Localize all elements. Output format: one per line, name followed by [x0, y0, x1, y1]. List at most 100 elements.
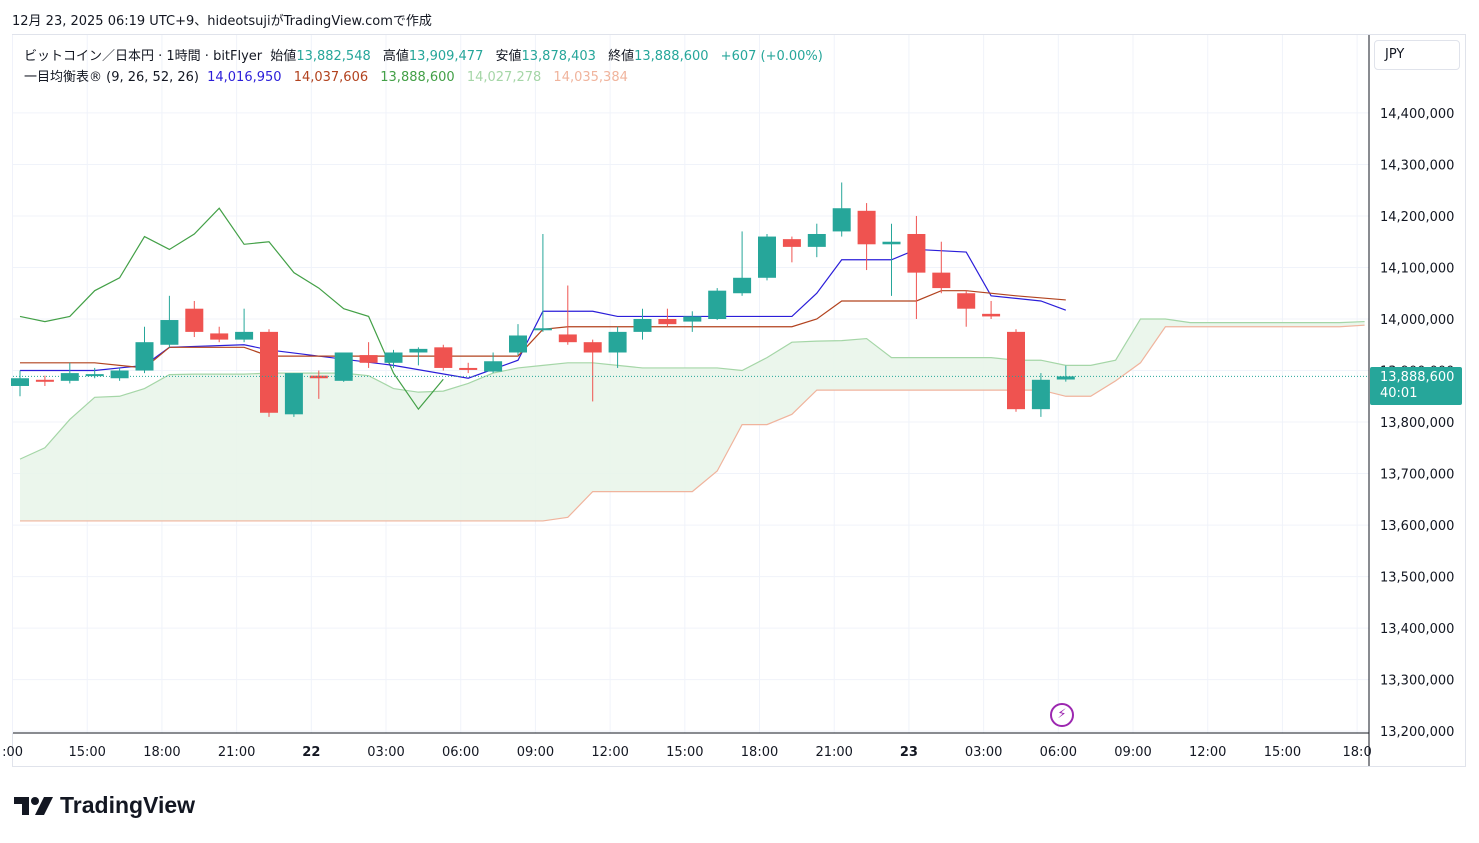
- last-price-value: 13,888,600: [1380, 370, 1455, 385]
- low-label: 安値: [495, 49, 522, 64]
- candle: [982, 300, 1001, 319]
- candle: [284, 373, 303, 417]
- candle-body: [1056, 376, 1075, 380]
- x-tick-label: 09:00: [517, 745, 554, 760]
- x-tick-label: 21:00: [218, 745, 255, 760]
- candle: [558, 285, 577, 345]
- candle: [409, 347, 428, 366]
- candle-body: [1007, 331, 1025, 410]
- change-value: +607 (+0.00%): [720, 49, 823, 64]
- y-tick-label: 14,200,000: [1380, 210, 1454, 225]
- candle-body: [758, 236, 776, 278]
- candle: [459, 362, 478, 374]
- candles: [11, 182, 1075, 417]
- candle-body: [957, 293, 976, 309]
- x-tick-label: 12:00: [1189, 745, 1226, 760]
- y-tick-label: 14,400,000: [1380, 107, 1454, 122]
- candle: [434, 344, 453, 371]
- candle-body: [210, 333, 229, 340]
- candle: [359, 342, 378, 368]
- candle-body: [509, 335, 527, 353]
- candle-body: [583, 342, 602, 353]
- low-value: 13,878,403: [521, 49, 596, 64]
- y-tick-label: 14,000,000: [1380, 313, 1454, 328]
- currency-selector[interactable]: JPY: [1374, 40, 1460, 70]
- candle: [185, 300, 204, 338]
- x-tick-label: 18:00: [741, 745, 778, 760]
- close-label: 終値: [608, 49, 635, 64]
- candle-body: [459, 367, 478, 370]
- x-tick-label: 22: [302, 745, 320, 760]
- high-value: 13,909,477: [408, 49, 484, 64]
- candle-body: [85, 374, 104, 377]
- y-tick-label: 13,600,000: [1380, 519, 1454, 534]
- candle-body: [384, 352, 403, 363]
- y-tick-label: 13,200,000: [1380, 725, 1454, 740]
- candle-body: [857, 210, 876, 245]
- chikou-value: 13,888,600: [380, 70, 455, 85]
- candle-body: [160, 320, 179, 345]
- candle-body: [807, 233, 826, 247]
- candle-body: [708, 290, 727, 319]
- y-tick-label: 13,800,000: [1380, 416, 1454, 431]
- x-tick-label: 15:00: [68, 745, 105, 760]
- open-value: 13,882,548: [296, 49, 371, 64]
- candle-body: [359, 355, 378, 363]
- candle: [160, 295, 179, 348]
- x-tick-label: 15:00: [666, 745, 703, 760]
- candle-body: [658, 319, 677, 325]
- x-tick-label: 03:00: [965, 745, 1002, 760]
- candle-body: [1031, 379, 1050, 410]
- x-tick-label: 03:00: [367, 745, 404, 760]
- candle-body: [882, 241, 901, 245]
- candle-body: [683, 316, 702, 322]
- y-tick-label: 13,700,000: [1380, 468, 1454, 483]
- candle-body: [35, 379, 54, 382]
- indicator-label[interactable]: 一目均衡表® (9, 26, 52, 26): [24, 70, 199, 85]
- candle: [384, 349, 403, 368]
- candle: [235, 308, 254, 343]
- candle: [583, 339, 602, 402]
- candle-body: [260, 331, 278, 413]
- axes: 14,400,000 14,300,000 14,200,000 14,100,000…: [2, 35, 1454, 766]
- candle-body: [782, 239, 801, 247]
- x-tick-label: 09:00: [1114, 745, 1151, 760]
- candle-body: [608, 331, 627, 353]
- candle: [1031, 373, 1050, 417]
- candle: [907, 215, 926, 319]
- chart-caption: 12月 23, 2025 06:19 UTC+9、hideotsujiがTrad…: [12, 14, 432, 29]
- y-tick-label: 13,500,000: [1380, 571, 1454, 586]
- candle-body: [484, 361, 503, 372]
- candle-body: [11, 378, 29, 386]
- cloud-fill: [20, 319, 1365, 521]
- candle-body: [334, 352, 353, 381]
- x-tick-label: :00: [2, 745, 23, 760]
- candle-body: [907, 233, 926, 273]
- candle-body: [284, 373, 303, 415]
- candle: [334, 352, 353, 382]
- candle: [1007, 329, 1025, 412]
- symbol-label[interactable]: ビットコイン／日本円 · 1時間 · bitFlyer: [24, 49, 263, 64]
- candle: [733, 231, 752, 296]
- senkou-span-b-line: [20, 324, 1365, 522]
- candle: [110, 367, 129, 381]
- y-tick-label: 13,300,000: [1380, 674, 1454, 689]
- lightning-icon[interactable]: ⚡: [1050, 703, 1074, 727]
- candle-body: [733, 277, 752, 294]
- x-tick-label: 06:00: [442, 745, 479, 760]
- tradingview-logo[interactable]: TradingView: [14, 792, 195, 819]
- chikou-span-line: [19, 207, 444, 411]
- tenkan-sen-line: [20, 248, 1067, 379]
- y-tick-label: 14,100,000: [1380, 261, 1454, 276]
- candle: [135, 326, 154, 374]
- legend-row-ichimoku: 一目均衡表® (9, 26, 52, 26) 14,016,950 14,037…: [24, 66, 636, 85]
- candle: [533, 233, 552, 332]
- x-tick-label: 18:00: [143, 745, 180, 760]
- candle: [35, 375, 54, 386]
- senkou-span-a-line: [19, 318, 1365, 460]
- candle-body: [409, 348, 428, 353]
- candle-body: [932, 272, 951, 289]
- last-price-tag: 13,888,600 40:01: [1370, 367, 1462, 405]
- x-tick-label: 15:00: [1264, 745, 1301, 760]
